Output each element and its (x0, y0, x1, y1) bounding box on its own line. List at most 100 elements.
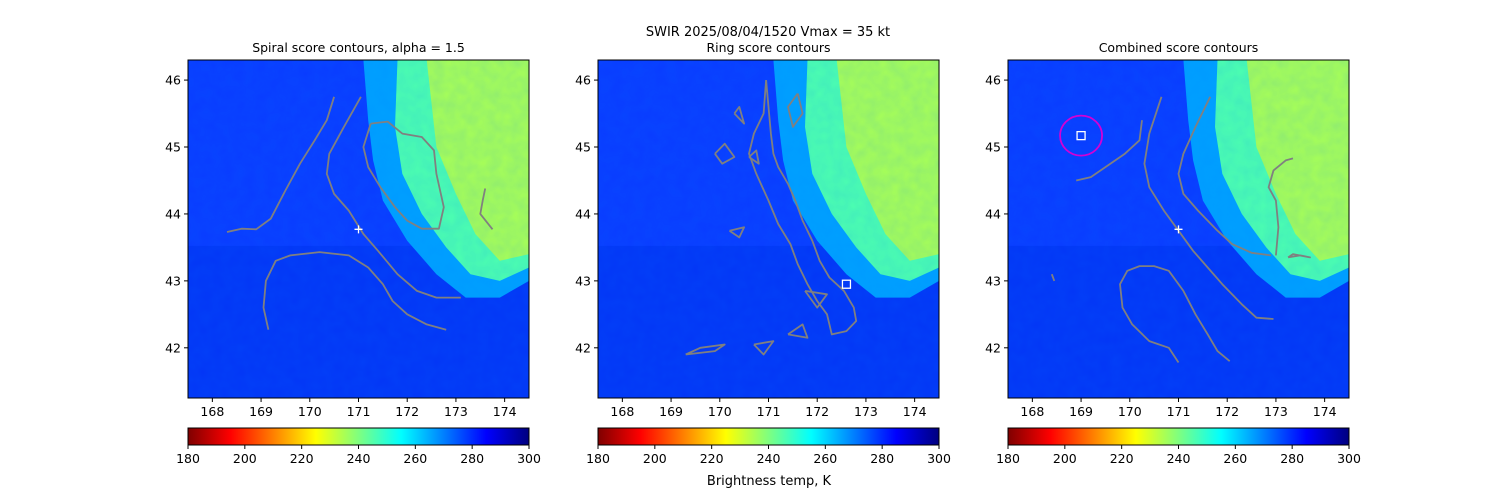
contour-line (753, 340, 775, 356)
contour-line (1050, 273, 1056, 282)
y-tick-label: 45 (575, 140, 591, 155)
center-plus-marker (1174, 225, 1183, 234)
x-tick-label: 168 (1020, 404, 1044, 419)
colorbar-tick-label: 300 (1337, 451, 1361, 466)
contour-line (1143, 96, 1274, 320)
colorbar-tick-label: 260 (813, 451, 837, 466)
contour-line (226, 96, 335, 233)
x-tick-label: 174 (903, 404, 927, 419)
y-tick-label: 44 (165, 206, 181, 221)
y-tick-label: 43 (165, 273, 181, 288)
x-tick-label: 174 (1313, 404, 1337, 419)
center-plus-marker (354, 225, 363, 234)
contour-line (728, 226, 745, 239)
colorbar-tick-label: 260 (403, 451, 427, 466)
x-tick-label: 172 (805, 404, 829, 419)
colorbar-tick-label: 220 (290, 451, 314, 466)
colorbar (187, 427, 530, 446)
x-tick-label: 170 (1118, 404, 1142, 419)
y-tick-label: 42 (575, 340, 591, 355)
contour-line (1119, 265, 1231, 363)
contour-line (787, 323, 809, 339)
x-tick-label: 173 (854, 404, 878, 419)
x-tick-label: 168 (610, 404, 634, 419)
figure-suptitle: SWIR 2025/08/04/1520 Vmax = 35 kt (646, 25, 890, 40)
colorbar-label: Brightness temp, K (707, 474, 832, 489)
imagery (188, 60, 529, 398)
colorbar (597, 427, 940, 446)
contour-line (733, 106, 745, 125)
colorbar-tick-label: 260 (1223, 451, 1247, 466)
x-tick-label: 173 (444, 404, 468, 419)
y-tick-label: 46 (575, 73, 591, 88)
contour-line (262, 251, 447, 331)
x-tick-label: 170 (298, 404, 322, 419)
chart-panel-1: Spiral score contours, alpha = 1.5 168 169… (165, 40, 541, 466)
x-tick-label: 170 (708, 404, 732, 419)
x-tick-label: 171 (347, 404, 371, 419)
score-square-marker (1076, 130, 1086, 141)
x-tick-label: 169 (249, 404, 273, 419)
x-tick-label: 169 (659, 404, 683, 419)
center-square-marker (841, 279, 852, 289)
colorbar-tick-label: 220 (700, 451, 724, 466)
contour-line (362, 120, 445, 230)
contour-line (1267, 157, 1294, 256)
contour-line (1075, 120, 1143, 182)
y-tick-label: 46 (165, 73, 181, 88)
y-tick-label: 42 (165, 340, 181, 355)
score-circle (1059, 114, 1103, 157)
colorbar-tick-label: 280 (870, 451, 894, 466)
x-tick-label: 172 (1215, 404, 1239, 419)
colorbar-tick-label: 240 (757, 451, 781, 466)
x-tick-label: 174 (493, 404, 517, 419)
x-tick-label: 171 (757, 404, 781, 419)
panel-title: Ring score contours (706, 40, 830, 55)
colorbar-tick-label: 300 (927, 451, 951, 466)
panel-title: Spiral score contours, alpha = 1.5 (252, 40, 465, 55)
colorbar-tick-label: 280 (1280, 451, 1304, 466)
imagery (1008, 60, 1349, 398)
contour-line (787, 92, 804, 128)
x-tick-label: 172 (395, 404, 419, 419)
x-tick-label: 168 (200, 404, 224, 419)
y-tick-label: 42 (985, 340, 1001, 355)
contour-line (748, 149, 760, 165)
x-tick-label: 171 (1167, 404, 1191, 419)
y-tick-label: 43 (575, 273, 591, 288)
y-tick-label: 46 (985, 73, 1001, 88)
contours (1050, 96, 1311, 363)
y-tick-label: 43 (985, 273, 1001, 288)
colorbar-tick-label: 220 (1110, 451, 1134, 466)
y-tick-label: 44 (985, 206, 1001, 221)
contour-line (479, 188, 494, 230)
colorbar-tick-label: 300 (517, 451, 541, 466)
contour-line (685, 343, 726, 356)
panel-title: Combined score contours (1099, 40, 1259, 55)
colorbar-tick-label: 240 (347, 451, 371, 466)
contours (685, 80, 858, 356)
contour-line (748, 80, 858, 336)
contour-line (325, 96, 461, 299)
colorbar (1007, 427, 1350, 446)
colorbar-tick-label: 200 (233, 451, 257, 466)
y-tick-label: 45 (165, 140, 181, 155)
panels: Spiral score contours, alpha = 1.5 168 169… (165, 40, 1361, 466)
contour-line (1177, 96, 1272, 257)
colorbar-tick-label: 180 (586, 451, 610, 466)
colorbar-tick-label: 280 (460, 451, 484, 466)
y-tick-label: 45 (985, 140, 1001, 155)
contour-line (1287, 253, 1311, 259)
colorbar-tick-label: 240 (1167, 451, 1191, 466)
contours (226, 96, 494, 331)
colorbar-tick-label: 180 (176, 451, 200, 466)
y-tick-label: 44 (575, 206, 591, 221)
colorbar-tick-label: 200 (643, 451, 667, 466)
x-tick-label: 173 (1264, 404, 1288, 419)
contour-line (714, 142, 736, 165)
colorbar-tick-label: 200 (1053, 451, 1077, 466)
colorbar-tick-label: 180 (996, 451, 1020, 466)
x-tick-label: 169 (1069, 404, 1093, 419)
chart-panel-2: Ring score contours 168 169 170 171 172 173 174… (575, 40, 951, 466)
